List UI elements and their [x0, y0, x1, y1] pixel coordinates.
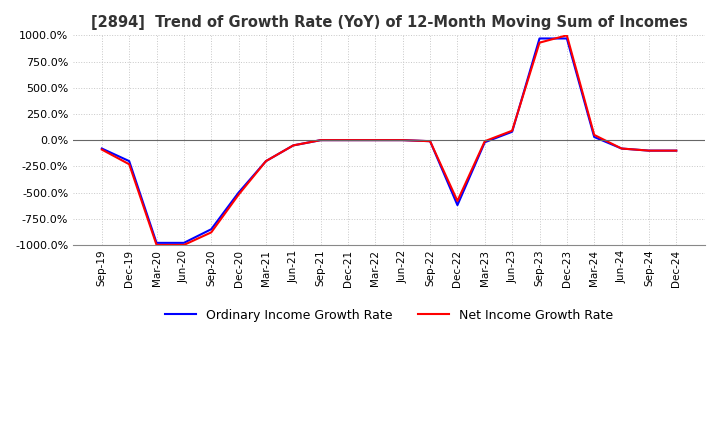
Ordinary Income Growth Rate [261, 158, 270, 164]
Ordinary Income Growth Rate [535, 36, 544, 41]
Net Income Growth Rate [508, 128, 516, 133]
Net Income Growth Rate [453, 198, 462, 204]
Net Income Growth Rate [261, 158, 270, 164]
Ordinary Income Growth Rate [289, 143, 297, 148]
Ordinary Income Growth Rate [398, 138, 407, 143]
Net Income Growth Rate [644, 148, 653, 153]
Net Income Growth Rate [617, 146, 626, 151]
Net Income Growth Rate [125, 161, 133, 167]
Legend: Ordinary Income Growth Rate, Net Income Growth Rate: Ordinary Income Growth Rate, Net Income … [160, 304, 618, 327]
Net Income Growth Rate [234, 192, 243, 197]
Net Income Growth Rate [97, 147, 106, 152]
Net Income Growth Rate [371, 138, 379, 143]
Net Income Growth Rate [152, 242, 161, 248]
Ordinary Income Growth Rate [371, 138, 379, 143]
Net Income Growth Rate [480, 139, 489, 144]
Ordinary Income Growth Rate [179, 240, 188, 246]
Ordinary Income Growth Rate [562, 36, 571, 41]
Ordinary Income Growth Rate [453, 202, 462, 208]
Line: Net Income Growth Rate: Net Income Growth Rate [102, 35, 676, 245]
Ordinary Income Growth Rate [152, 240, 161, 246]
Ordinary Income Growth Rate [508, 129, 516, 134]
Net Income Growth Rate [398, 138, 407, 143]
Ordinary Income Growth Rate [97, 146, 106, 151]
Net Income Growth Rate [343, 138, 352, 143]
Title: [2894]  Trend of Growth Rate (YoY) of 12-Month Moving Sum of Incomes: [2894] Trend of Growth Rate (YoY) of 12-… [91, 15, 688, 30]
Ordinary Income Growth Rate [125, 158, 133, 164]
Net Income Growth Rate [590, 132, 598, 138]
Net Income Growth Rate [672, 148, 680, 153]
Ordinary Income Growth Rate [426, 139, 434, 144]
Ordinary Income Growth Rate [590, 134, 598, 139]
Ordinary Income Growth Rate [207, 227, 215, 232]
Ordinary Income Growth Rate [316, 138, 325, 143]
Net Income Growth Rate [426, 139, 434, 144]
Ordinary Income Growth Rate [644, 148, 653, 153]
Net Income Growth Rate [535, 40, 544, 45]
Ordinary Income Growth Rate [672, 148, 680, 153]
Ordinary Income Growth Rate [480, 139, 489, 145]
Ordinary Income Growth Rate [617, 146, 626, 151]
Net Income Growth Rate [179, 242, 188, 248]
Ordinary Income Growth Rate [234, 190, 243, 195]
Net Income Growth Rate [316, 138, 325, 143]
Line: Ordinary Income Growth Rate: Ordinary Income Growth Rate [102, 38, 676, 243]
Net Income Growth Rate [207, 230, 215, 235]
Ordinary Income Growth Rate [343, 138, 352, 143]
Net Income Growth Rate [562, 33, 571, 38]
Net Income Growth Rate [289, 143, 297, 148]
